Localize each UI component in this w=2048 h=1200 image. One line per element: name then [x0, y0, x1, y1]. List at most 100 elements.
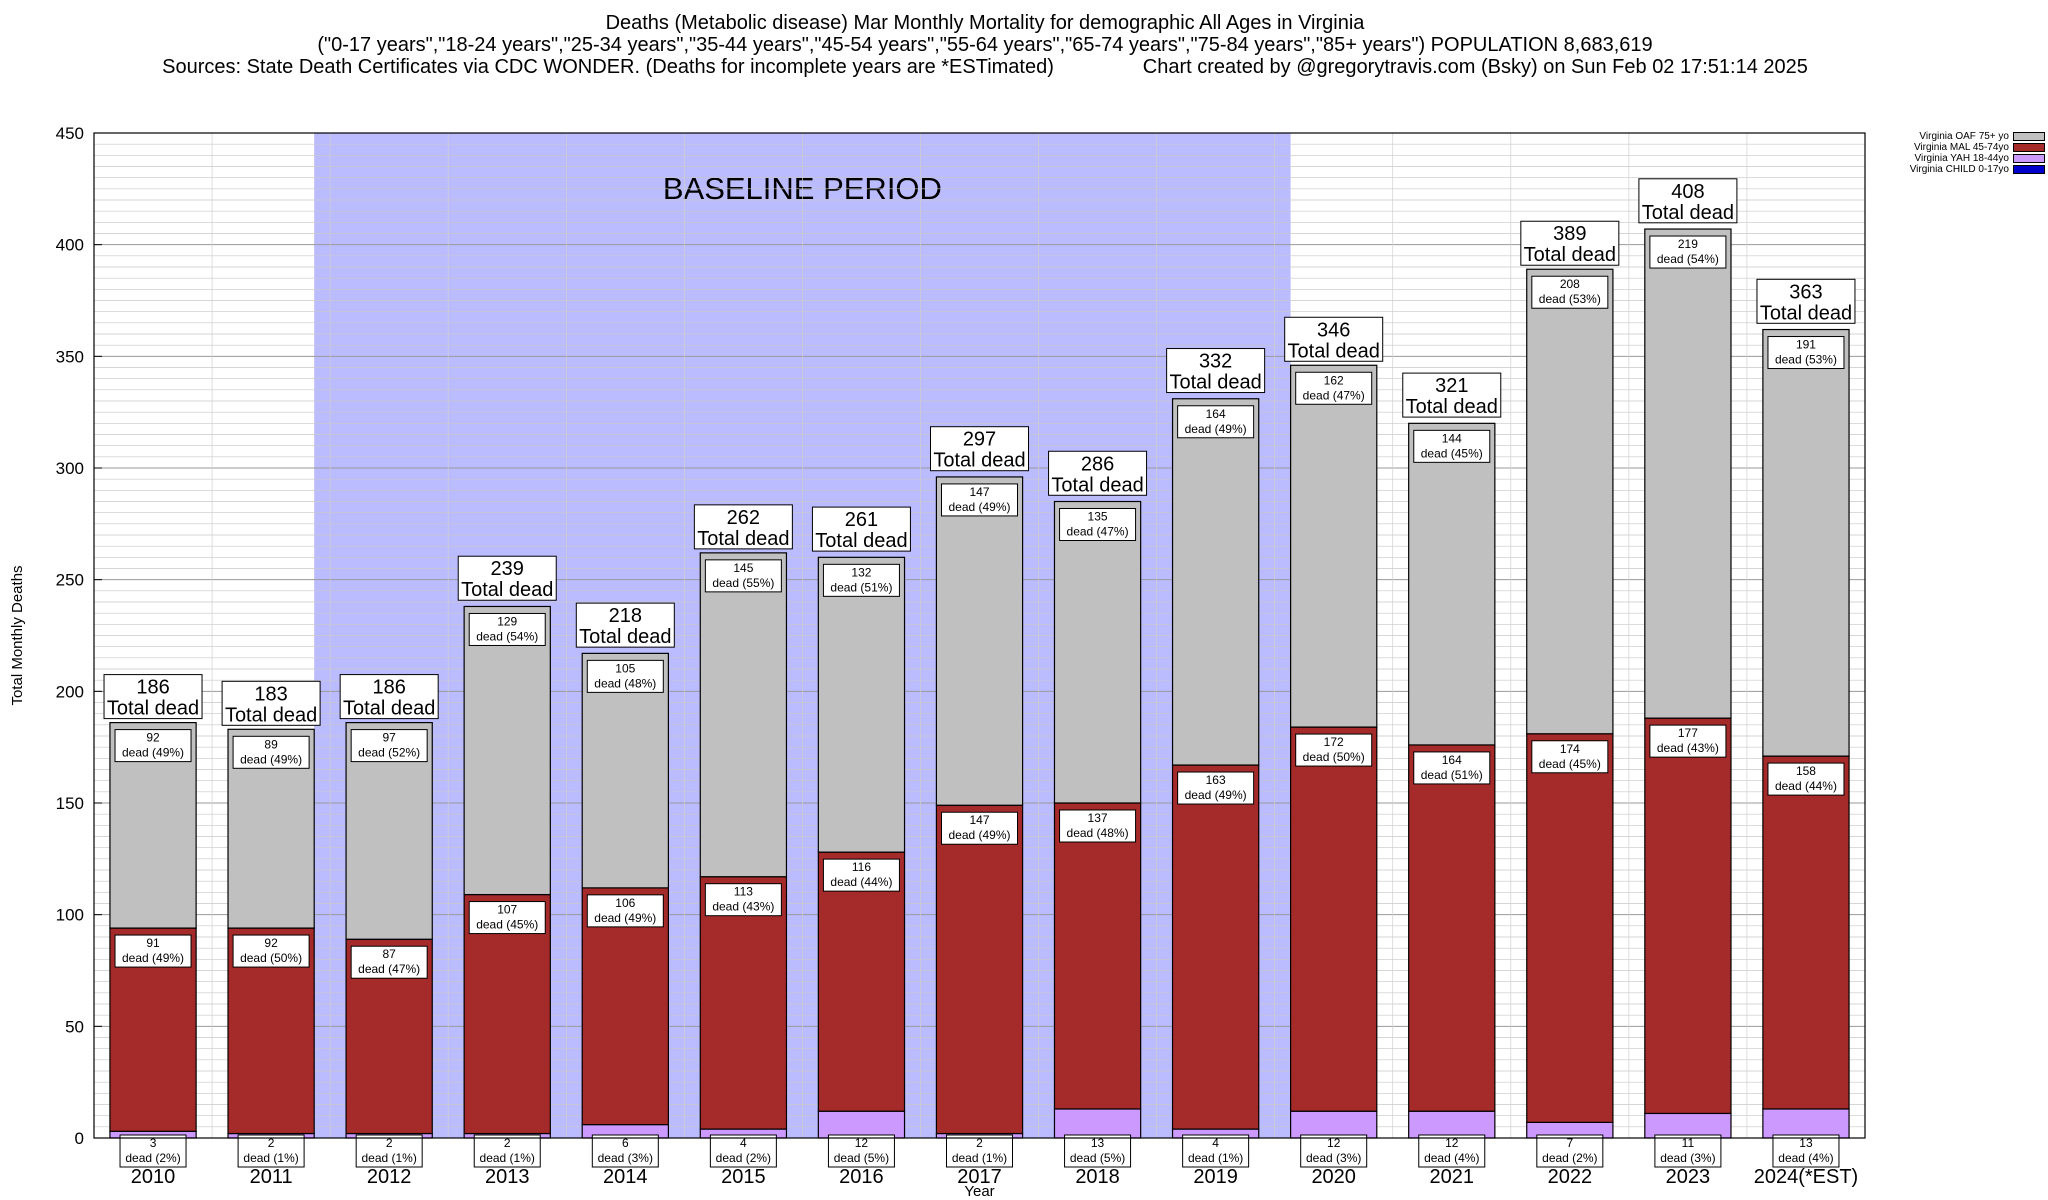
legend-label: Virginia MAL 45-74yo	[1913, 142, 2009, 153]
legend-label: Virginia YAH 18-44yo	[1914, 153, 2009, 164]
segment-label-yah-box	[1772, 1134, 1840, 1168]
segment-label-mal-box	[1413, 751, 1491, 785]
bar-segment-virginia-yah-18-44yo	[1762, 1108, 1850, 1139]
segment-label-oaf-pct: dead (45%)	[1421, 446, 1483, 460]
total-label-box	[1048, 450, 1148, 496]
segment-label-yah-box	[1654, 1134, 1722, 1168]
segment-label-yah-box	[591, 1134, 659, 1168]
segment-label-oaf-pct: dead (53%)	[1775, 353, 1837, 367]
legend-item: Virginia CHILD 0-17yo	[1880, 164, 2045, 175]
x-tick-label: 2017	[957, 1166, 1002, 1188]
legend-label: Virginia OAF 75+ yo	[1919, 131, 2009, 142]
total-label-value: 408	[1671, 181, 1704, 203]
segment-label-yah-value: 2	[504, 1136, 511, 1150]
segment-label-mal-pct: dead (43%)	[1657, 741, 1719, 755]
segment-label-yah-box	[1536, 1134, 1604, 1168]
x-axis-label: Year	[964, 1183, 994, 1200]
segment-label-oaf-value: 105	[615, 661, 635, 675]
segment-label-mal-value: 113	[734, 885, 753, 899]
total-label-box	[930, 426, 1029, 472]
segment-label-mal-value: 172	[1324, 735, 1344, 749]
segment-label-oaf-value: 145	[733, 561, 753, 575]
segment-label-oaf-box	[350, 729, 428, 763]
segment-label-oaf-pct: dead (49%)	[240, 752, 302, 766]
bar-segment-virginia-yah-18-44yo	[1290, 1110, 1378, 1139]
bar-segment-virginia-oaf-75+-yo	[1526, 268, 1614, 735]
total-label-suffix: Total dead	[461, 579, 553, 601]
segment-label-yah-pct: dead (5%)	[1070, 1151, 1125, 1165]
total-label-box	[811, 506, 911, 552]
bar-segment-virginia-mal-45-74yo	[1762, 755, 1850, 1110]
y-tick-label: 250	[56, 571, 84, 590]
y-tick-label: 0	[75, 1129, 84, 1148]
segment-label-yah-box	[1182, 1134, 1250, 1168]
total-label-suffix: Total dead	[107, 698, 199, 720]
total-label-value: 321	[1435, 375, 1468, 397]
segment-label-mal-pct: dead (48%)	[1067, 826, 1129, 840]
bar-segment-virginia-yah-18-44yo	[1408, 1110, 1496, 1139]
segment-label-oaf-box	[941, 483, 1018, 517]
segment-label-mal-value: 106	[615, 896, 635, 910]
title-line-1: Deaths (Metabolic disease) Mar Monthly M…	[605, 12, 1365, 34]
segment-label-yah-value: 6	[622, 1136, 629, 1150]
segment-label-oaf-pct: dead (48%)	[594, 676, 656, 690]
segment-label-mal-value: 163	[1206, 773, 1226, 787]
total-label-box	[1756, 278, 1856, 324]
bar-segment-virginia-mal-45-74yo	[1290, 726, 1378, 1112]
segment-label-yah-box	[1418, 1134, 1486, 1168]
segment-label-mal-value: 177	[1678, 726, 1698, 740]
total-label-suffix: Total dead	[933, 450, 1025, 472]
bar-segment-virginia-yah-18-44yo	[1053, 1108, 1142, 1139]
segment-label-oaf-box	[1413, 429, 1491, 463]
total-label-box	[575, 602, 675, 648]
segment-label-oaf-pct: dead (49%)	[122, 746, 184, 760]
legend-swatch	[2013, 143, 2045, 152]
segment-label-mal-value: 91	[146, 936, 160, 950]
segment-label-oaf-pct: dead (53%)	[1539, 292, 1601, 306]
segment-label-mal-pct: dead (50%)	[1303, 750, 1365, 764]
legend-swatch	[2013, 165, 2045, 174]
y-tick-label: 50	[65, 1017, 84, 1036]
segment-label-mal-value: 164	[1442, 753, 1462, 767]
segment-label-yah-pct: dead (2%)	[125, 1151, 180, 1165]
segment-label-oaf-value: 92	[146, 731, 160, 745]
segment-label-mal-pct: dead (49%)	[948, 828, 1010, 842]
bar-segment-virginia-mal-45-74yo	[1171, 764, 1260, 1130]
segment-label-mal-pct: dead (51%)	[1421, 768, 1483, 782]
total-label-value: 297	[963, 429, 996, 451]
total-label-suffix: Total dead	[1524, 244, 1616, 266]
segment-label-yah-pct: dead (3%)	[598, 1151, 653, 1165]
x-tick-label: 2022	[1548, 1166, 1593, 1188]
segment-label-oaf-value: 129	[497, 614, 517, 628]
segment-label-oaf-box	[1295, 371, 1373, 405]
segment-label-mal-value: 158	[1796, 764, 1816, 778]
segment-label-oaf-box	[1177, 405, 1255, 439]
plot-frame	[93, 132, 1866, 1139]
segment-label-oaf-pct: dead (55%)	[712, 576, 774, 590]
bar-segment-virginia-oaf-75+-yo	[935, 476, 1024, 806]
bar-segment-virginia-mal-45-74yo	[463, 893, 551, 1135]
x-tick-label: 2010	[131, 1166, 176, 1188]
bar-segment-virginia-oaf-75+-yo	[1290, 364, 1378, 728]
segment-label-yah-box	[709, 1134, 777, 1168]
segment-label-mal-value: 92	[264, 936, 278, 950]
segment-label-oaf-box	[704, 559, 782, 593]
total-label-suffix: Total dead	[1051, 474, 1143, 496]
x-tick-label: 2023	[1666, 1166, 1711, 1188]
segment-label-oaf-value: 144	[1442, 431, 1462, 445]
segment-label-yah-pct: dead (2%)	[716, 1151, 771, 1165]
x-tick-label: 2020	[1311, 1166, 1356, 1188]
bar-segment-virginia-mal-45-74yo	[1053, 802, 1142, 1110]
chart-legend: Virginia OAF 75+ yo Virginia MAL 45-74yo V…	[1880, 131, 2045, 175]
total-label-box	[693, 504, 793, 550]
total-label-suffix: Total dead	[1288, 340, 1380, 362]
total-label-box	[1520, 220, 1620, 266]
total-label-value: 186	[136, 677, 169, 699]
segment-label-yah-pct: dead (3%)	[1306, 1151, 1361, 1165]
x-tick-label: 2012	[367, 1166, 412, 1188]
bar-segment-virginia-mal-45-74yo	[1526, 733, 1614, 1123]
total-label-value: 332	[1199, 351, 1232, 373]
total-label-suffix: Total dead	[1169, 372, 1261, 394]
segment-label-yah-value: 12	[855, 1136, 869, 1150]
y-tick-label: 400	[56, 236, 84, 255]
